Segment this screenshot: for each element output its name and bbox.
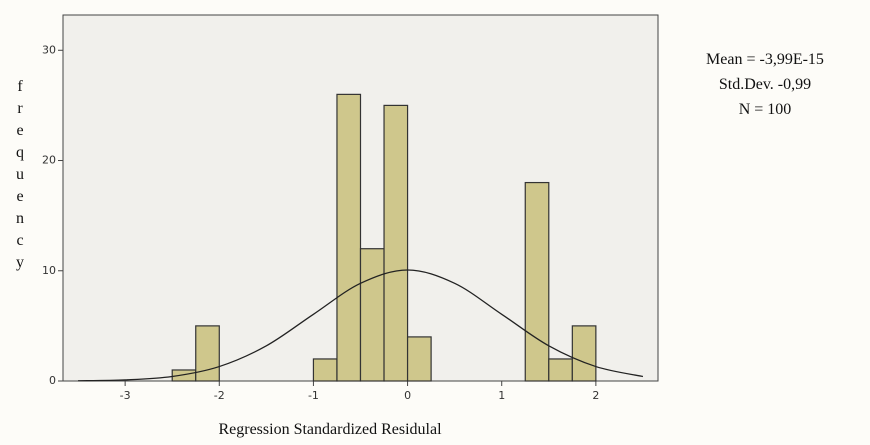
stat-n: N = 100	[739, 101, 792, 118]
x-tick-label: -2	[214, 389, 225, 402]
y-tick-label: 30	[42, 43, 56, 56]
x-tick-label: 2	[592, 389, 599, 402]
x-tick-label: -1	[308, 389, 319, 402]
bar	[525, 183, 549, 381]
bar	[572, 326, 596, 381]
y-axis-label: frequency	[12, 78, 29, 276]
bar	[549, 359, 573, 381]
x-axis-label: Regression Standardized Residulal	[218, 421, 442, 438]
bar	[361, 249, 385, 381]
y-tick-label: 20	[42, 154, 56, 167]
x-tick-label: -3	[120, 389, 131, 402]
x-tick-label: 1	[498, 389, 505, 402]
x-tick-label: 0	[404, 389, 411, 402]
y-tick-label: 0	[49, 374, 56, 387]
stat-mean: Mean = -3,99E-15	[706, 51, 824, 68]
bar	[196, 326, 220, 381]
y-tick-label: 10	[42, 264, 56, 277]
bar	[408, 337, 432, 381]
chart: frequency Regression Standardized Residu…	[0, 0, 870, 445]
bar	[384, 105, 408, 381]
bar	[337, 94, 361, 381]
stat-std: Std.Dev. -0,99	[719, 76, 811, 93]
bar	[313, 359, 337, 381]
